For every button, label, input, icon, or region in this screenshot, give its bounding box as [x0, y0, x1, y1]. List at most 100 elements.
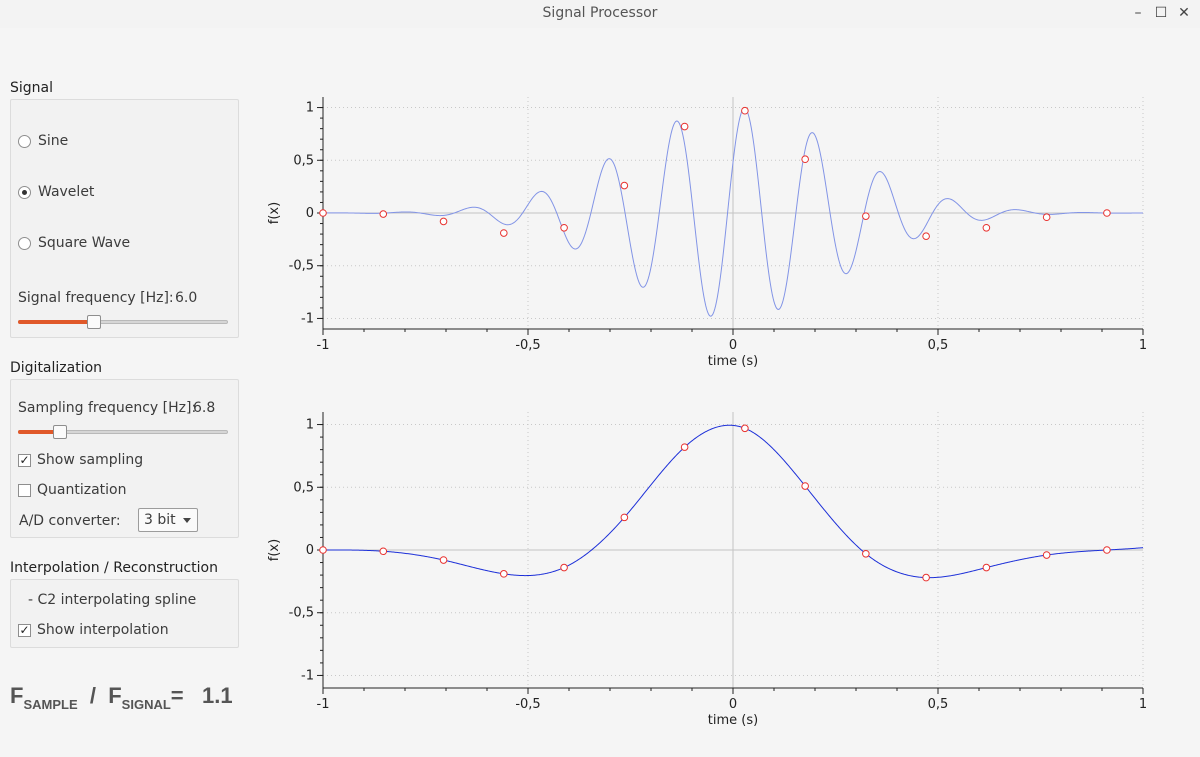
- y-tick-label: 1: [306, 101, 314, 116]
- x-tick-label: -0,5: [515, 338, 540, 353]
- radio-square-wave-label: Square Wave: [38, 235, 131, 251]
- sample-point: [741, 424, 749, 433]
- slider-fill: [18, 430, 60, 434]
- sampling-frequency-value: 6.8: [193, 400, 216, 416]
- sample-point: [500, 229, 508, 237]
- ad-converter-label: A/D converter:: [19, 513, 121, 529]
- sample-point: [560, 563, 568, 572]
- y-tick-label: 0: [306, 543, 314, 558]
- ad-converter-value: 3 bit: [144, 512, 176, 528]
- digitalization-group-box: [10, 379, 239, 538]
- y-tick-label: 0: [306, 206, 314, 221]
- sample-point: [1042, 551, 1051, 559]
- sample-point: [319, 209, 327, 217]
- x-tick-label: 1: [1139, 697, 1147, 712]
- sample-point: [439, 217, 448, 226]
- x-tick-label: 0,5: [928, 697, 949, 712]
- ad-converter-select[interactable]: 3 bit: [138, 508, 198, 532]
- slider-handle[interactable]: [87, 315, 101, 329]
- x-tick-label: -1: [317, 338, 330, 353]
- signal-group-box: [10, 99, 239, 338]
- chevron-down-icon: [183, 518, 191, 523]
- y-tick-label: -1: [301, 311, 314, 326]
- quantization-checkbox[interactable]: Quantization: [18, 482, 126, 498]
- signal-curve: [323, 424, 1143, 579]
- minimize-icon[interactable]: –: [1134, 5, 1142, 21]
- slider-handle[interactable]: [53, 425, 67, 439]
- x-tick-label: 0,5: [928, 338, 949, 353]
- checkmark-icon[interactable]: ✓: [18, 622, 31, 637]
- radio-wavelet-button[interactable]: [18, 185, 31, 199]
- sample-point: [922, 232, 930, 240]
- sample-point: [801, 155, 809, 164]
- quantization-label: Quantization: [37, 482, 127, 498]
- radio-square-wave[interactable]: Square Wave: [18, 235, 130, 251]
- checkbox-empty-icon[interactable]: [18, 483, 31, 497]
- x-axis-label: time (s): [708, 354, 758, 369]
- signal-section-title: Signal: [10, 80, 54, 96]
- slider-fill: [18, 320, 94, 324]
- y-axis-label: f(x): [267, 202, 282, 224]
- title-bar: Signal Processor – ☐ ✕: [0, 0, 1200, 28]
- sample-point: [862, 549, 870, 558]
- frequency-ratio: FSAMPLE / FSIGNAL= 1.1: [10, 683, 233, 712]
- radio-sine-label: Sine: [38, 133, 69, 149]
- x-tick-label: 0: [729, 697, 737, 712]
- signal-frequency-label: Signal frequency [Hz]:: [18, 290, 174, 306]
- sampling-frequency-slider[interactable]: [18, 425, 228, 439]
- reconstruction-plot: -1 -0,5 0 0,5 1 -1 -0,5 0 0,5 1 time (s) f(x): [267, 412, 1147, 728]
- sample-point: [982, 563, 991, 572]
- sample-point: [680, 443, 689, 451]
- signal-plot: -1 -0,5 0 0,5 1 -1 -0,5 0 0,5 1 time (s) f(x): [267, 97, 1147, 369]
- radio-sine[interactable]: Sine: [18, 133, 68, 149]
- signal-curve: [323, 107, 1143, 317]
- interpolation-group-box: [10, 579, 239, 648]
- signal-frequency-slider[interactable]: [18, 315, 228, 329]
- maximize-icon[interactable]: ☐: [1154, 5, 1168, 21]
- y-tick-label: 0,5: [293, 153, 314, 168]
- x-tick-label: 1: [1139, 338, 1147, 353]
- sample-point: [620, 513, 629, 522]
- checkmark-icon[interactable]: ✓: [18, 452, 31, 467]
- radio-wavelet-label: Wavelet: [38, 184, 95, 200]
- sample-point: [1042, 213, 1051, 222]
- x-tick-label: 0: [729, 338, 737, 353]
- sample-point: [862, 212, 870, 220]
- sample-point: [500, 570, 508, 578]
- sampling-frequency-label: Sampling frequency [Hz]:: [18, 400, 197, 416]
- digitalization-section-title: Digitalization: [10, 360, 103, 376]
- sample-point: [801, 482, 809, 490]
- sample-point: [1103, 209, 1111, 217]
- sample-point: [680, 122, 689, 131]
- sample-point: [1103, 546, 1111, 554]
- radio-square-wave-button[interactable]: [18, 236, 31, 250]
- x-axis-label: time (s): [708, 713, 758, 728]
- y-tick-label: 0,5: [293, 480, 314, 495]
- window-title: Signal Processor: [542, 5, 658, 21]
- frequency-ratio-value: 1.1: [202, 683, 233, 708]
- x-tick-label: -0,5: [515, 697, 540, 712]
- x-tick-label: -1: [317, 697, 330, 712]
- radio-wavelet[interactable]: Wavelet: [18, 184, 94, 200]
- sample-point: [560, 223, 568, 232]
- close-icon[interactable]: ✕: [1178, 5, 1190, 21]
- sample-point: [922, 573, 930, 582]
- sample-point: [319, 546, 327, 554]
- show-sampling-label: Show sampling: [37, 452, 144, 468]
- interpolation-method: - C2 interpolating spline: [28, 592, 197, 608]
- sample-point: [741, 106, 749, 115]
- signal-frequency-value: 6.0: [175, 290, 198, 306]
- show-interpolation-checkbox[interactable]: ✓ Show interpolation: [18, 622, 169, 638]
- y-tick-label: -1: [301, 668, 314, 683]
- sample-point: [379, 210, 388, 218]
- y-tick-label: 1: [306, 418, 314, 433]
- radio-sine-button[interactable]: [18, 134, 31, 148]
- sample-point: [379, 547, 388, 556]
- y-tick-label: -0,5: [289, 606, 314, 621]
- show-interpolation-label: Show interpolation: [37, 622, 169, 638]
- show-sampling-checkbox[interactable]: ✓ Show sampling: [18, 452, 143, 468]
- y-axis-label: f(x): [267, 539, 282, 561]
- interpolation-section-title: Interpolation / Reconstruction: [10, 560, 218, 576]
- sample-point: [982, 223, 991, 232]
- y-tick-label: -0,5: [289, 259, 314, 274]
